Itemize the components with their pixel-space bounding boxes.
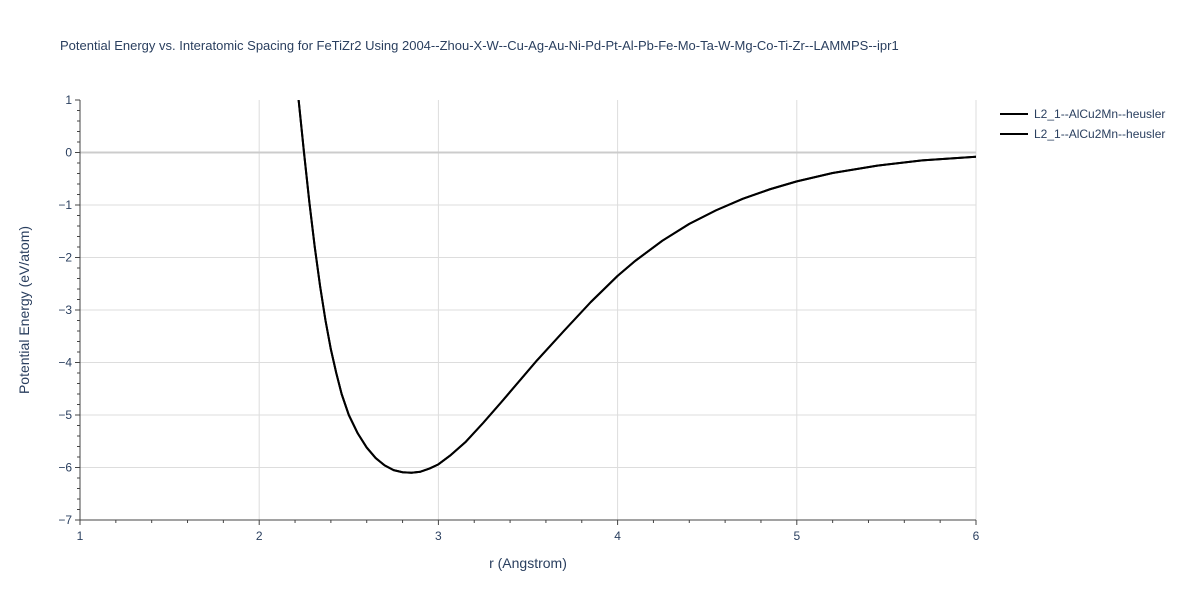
plot-area	[297, 100, 976, 474]
x-tick-label: 2	[256, 529, 263, 543]
legend: L2_1--AlCu2Mn--heusler L2_1--AlCu2Mn--heu…	[1000, 107, 1165, 141]
y-tick-label: −1	[58, 198, 72, 212]
y-tick-label: 1	[65, 93, 72, 107]
grid-layer	[80, 100, 977, 520]
chart-title: Potential Energy vs. Interatomic Spacing…	[60, 38, 899, 53]
series-line-2	[297, 100, 976, 474]
x-tick-label: 4	[614, 529, 621, 543]
legend-label-1: L2_1--AlCu2Mn--heusler	[1034, 107, 1165, 121]
y-tick-label: −2	[58, 251, 72, 265]
y-tick-label: −6	[58, 461, 72, 475]
y-tick-label: −7	[58, 513, 72, 527]
y-tick-label: −5	[58, 408, 72, 422]
y-tick-label: −4	[58, 356, 72, 370]
x-tick-label: 3	[435, 529, 442, 543]
x-tick-label: 5	[793, 529, 800, 543]
x-axis-title: r (Angstrom)	[489, 555, 567, 571]
x-tick-label: 6	[973, 529, 980, 543]
axes-layer: 1 2 3 4 5 6 1 0 −1 −2 −3 −4 −5 −6 −7	[58, 93, 979, 543]
y-tick-label: −3	[58, 303, 72, 317]
series-line-1	[297, 100, 976, 474]
y-axis-title: Potential Energy (eV/atom)	[16, 226, 32, 394]
legend-label-2: L2_1--AlCu2Mn--heusler	[1034, 127, 1165, 141]
y-tick-label: 0	[65, 146, 72, 160]
x-tick-label: 1	[77, 529, 84, 543]
